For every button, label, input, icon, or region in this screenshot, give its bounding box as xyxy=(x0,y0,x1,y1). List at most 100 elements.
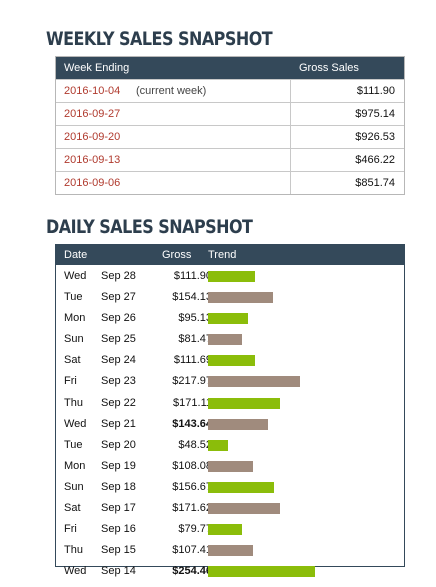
day-date: Sep 14 xyxy=(101,565,136,578)
gross-value: $107.41 xyxy=(172,544,212,557)
week-ending-link[interactable]: 2016-09-06 xyxy=(64,177,121,189)
weekly-sales-table: Week Ending Gross Sales 2016-10-04 (curre… xyxy=(55,56,405,195)
table-row: Wed Sep 28 $111.90 xyxy=(56,265,404,286)
table-row: Thu Sep 22 $171.11 xyxy=(56,392,404,413)
day-of-week: Mon xyxy=(64,459,86,472)
table-row: Fri Sep 23 $217.97 xyxy=(56,370,404,391)
column-divider xyxy=(290,79,291,194)
trend-bar xyxy=(208,355,255,367)
trend-bar xyxy=(208,376,300,388)
trend-bar xyxy=(208,334,242,346)
trend-bar xyxy=(208,481,274,493)
day-date: Sep 26 xyxy=(101,312,136,325)
table-row: 2016-10-04 (current week) $111.90 xyxy=(56,79,404,102)
weekly-sales-title: WEEKLY SALES SNAPSHOT xyxy=(46,28,273,50)
current-week-note: (current week) xyxy=(136,85,207,97)
column-header-date: Date xyxy=(64,249,88,261)
day-of-week: Wed xyxy=(64,565,87,578)
weekly-table-header: Week Ending Gross Sales xyxy=(56,57,404,79)
day-date: Sep 28 xyxy=(101,270,136,282)
day-of-week: Tue xyxy=(64,291,83,304)
table-row: 2016-09-27 $975.14 xyxy=(56,102,404,125)
daily-sales-title: DAILY SALES SNAPSHOT xyxy=(46,216,253,238)
trend-bar xyxy=(208,566,315,578)
trend-bar xyxy=(208,524,242,536)
day-of-week: Tue xyxy=(64,438,83,451)
day-of-week: Sun xyxy=(64,480,84,493)
gross-value: $79.77 xyxy=(178,523,212,536)
day-of-week: Sat xyxy=(64,354,81,367)
trend-bar xyxy=(208,439,228,451)
column-header-gross: Gross xyxy=(162,249,192,261)
trend-bar xyxy=(208,397,280,409)
day-date: Sep 25 xyxy=(101,333,136,346)
gross-sales-value: $975.14 xyxy=(355,108,395,120)
gross-sales-value: $926.53 xyxy=(355,131,395,143)
day-of-week: Fri xyxy=(64,375,77,388)
gross-sales-value: $851.74 xyxy=(355,177,395,189)
gross-value: $95.13 xyxy=(178,312,212,325)
trend-bar xyxy=(208,460,253,472)
day-date: Sep 15 xyxy=(101,544,136,557)
table-row: Mon Sep 26 $95.13 xyxy=(56,307,404,328)
gross-value: $171.62 xyxy=(172,502,212,515)
gross-value: $156.67 xyxy=(172,480,212,493)
day-date: Sep 22 xyxy=(101,396,136,409)
day-date: Sep 27 xyxy=(101,291,136,304)
day-of-week: Thu xyxy=(64,544,83,557)
week-ending-link[interactable]: 2016-09-20 xyxy=(64,131,121,143)
table-row: Wed Sep 14 $254.46 xyxy=(56,560,404,581)
week-ending-link[interactable]: 2016-09-13 xyxy=(64,154,121,166)
week-ending-link[interactable]: 2016-09-27 xyxy=(64,108,121,120)
table-row: Sun Sep 18 $156.67 xyxy=(56,476,404,497)
gross-value: $143.64 xyxy=(172,417,212,430)
table-row: Sun Sep 25 $81.47 xyxy=(56,328,404,349)
table-row: Tue Sep 27 $154.13 xyxy=(56,286,404,307)
gross-value: $48.52 xyxy=(178,438,212,451)
table-row: 2016-09-06 $851.74 xyxy=(56,171,404,194)
gross-sales-value: $111.90 xyxy=(356,85,395,97)
day-of-week: Mon xyxy=(64,312,86,325)
trend-bar xyxy=(208,271,255,282)
table-row: Thu Sep 15 $107.41 xyxy=(56,539,404,560)
day-of-week: Sat xyxy=(64,502,81,515)
table-row: 2016-09-20 $926.53 xyxy=(56,125,404,148)
table-row: Mon Sep 19 $108.08 xyxy=(56,455,404,476)
table-row: Sat Sep 24 $111.69 xyxy=(56,349,404,370)
gross-value: $111.69 xyxy=(173,354,212,367)
gross-value: $81.47 xyxy=(178,333,212,346)
day-date: Sep 21 xyxy=(101,417,136,430)
table-row: Fri Sep 16 $79.77 xyxy=(56,518,404,539)
day-of-week: Wed xyxy=(64,417,87,430)
trend-bar xyxy=(208,503,280,515)
table-row: 2016-09-13 $466.22 xyxy=(56,148,404,171)
trend-bar xyxy=(208,292,273,304)
day-date: Sep 23 xyxy=(101,375,136,388)
trend-bar xyxy=(208,418,268,430)
day-date: Sep 18 xyxy=(101,480,136,493)
gross-value: $111.90 xyxy=(173,270,212,282)
day-of-week: Thu xyxy=(64,396,83,409)
column-header-gross-sales: Gross Sales xyxy=(299,62,359,74)
week-ending-link[interactable]: 2016-10-04 xyxy=(64,85,121,97)
gross-value: $171.11 xyxy=(173,396,212,409)
gross-value: $154.13 xyxy=(172,291,212,304)
trend-bar xyxy=(208,545,253,557)
gross-value: $108.08 xyxy=(172,459,212,472)
table-row: Wed Sep 21 $143.64 xyxy=(56,413,404,434)
gross-value: $217.97 xyxy=(172,375,212,388)
gross-value: $254.46 xyxy=(172,565,212,578)
trend-bar xyxy=(208,313,248,325)
column-header-trend: Trend xyxy=(208,249,237,261)
gross-sales-value: $466.22 xyxy=(355,154,395,166)
day-of-week: Fri xyxy=(64,523,77,536)
table-row: Sat Sep 17 $171.62 xyxy=(56,497,404,518)
daily-table-header: Date Gross Trend xyxy=(56,245,404,265)
daily-sales-table: Date Gross Trend Wed Sep 28 $111.90 Tue Sep … xyxy=(55,244,405,578)
day-date: Sep 16 xyxy=(101,523,136,536)
table-row: Tue Sep 20 $48.52 xyxy=(56,434,404,455)
day-of-week: Wed xyxy=(64,270,87,282)
day-date: Sep 20 xyxy=(101,438,136,451)
day-date: Sep 17 xyxy=(101,502,136,515)
day-of-week: Sun xyxy=(64,333,84,346)
